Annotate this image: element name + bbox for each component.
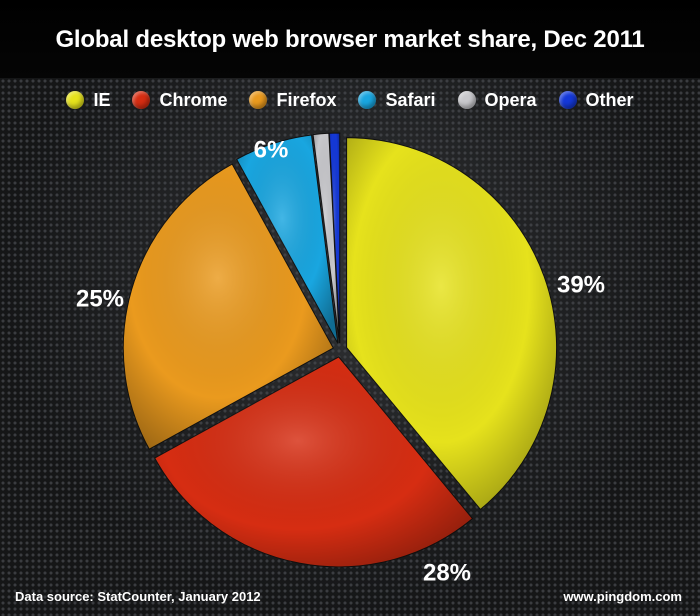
pie-slice-shading: [236, 134, 338, 344]
legend-swatch: [249, 91, 268, 109]
legend-swatch: [66, 91, 85, 109]
chart-legend: IE Chrome Firefox Safari Opera Other: [0, 86, 700, 114]
data-label-firefox: 25%: [76, 285, 124, 312]
chart-title: Global desktop web browser market share,…: [55, 26, 645, 53]
legend-swatch: [558, 91, 577, 109]
data-source-note: Data source: StatCounter, January 2012: [15, 589, 261, 604]
legend-label: Firefox: [276, 89, 337, 110]
legend-item-firefox: Firefox: [249, 90, 336, 111]
pie-slice-shading: [313, 133, 340, 344]
legend-label: Other: [585, 89, 634, 110]
legend-label: Safari: [385, 89, 436, 110]
legend-item-ie: IE: [66, 90, 110, 111]
legend-item-other: Other: [558, 89, 634, 111]
title-bar: Global desktop web browser market share,…: [0, 0, 700, 78]
legend-item-safari: Safari: [358, 89, 436, 111]
legend-item-chrome: Chrome: [132, 90, 227, 111]
data-label-chrome: 28%: [423, 559, 471, 586]
site-credit: www.pingdom.com: [563, 589, 682, 604]
legend-swatch: [457, 91, 476, 109]
data-label-safari: 6%: [254, 136, 289, 163]
pie-slice-shading: [329, 133, 340, 344]
legend-item-opera: Opera: [457, 89, 537, 111]
pie-slice-shading: [346, 137, 557, 510]
legend-label: Chrome: [159, 89, 228, 110]
pie-slice-shading: [154, 356, 473, 567]
legend-swatch: [132, 91, 151, 109]
legend-swatch: [358, 91, 377, 109]
legend-label: Opera: [484, 89, 537, 110]
data-label-ie: 39%: [557, 271, 605, 298]
legend-label: IE: [93, 89, 111, 110]
pie-slice-shading: [123, 164, 334, 450]
